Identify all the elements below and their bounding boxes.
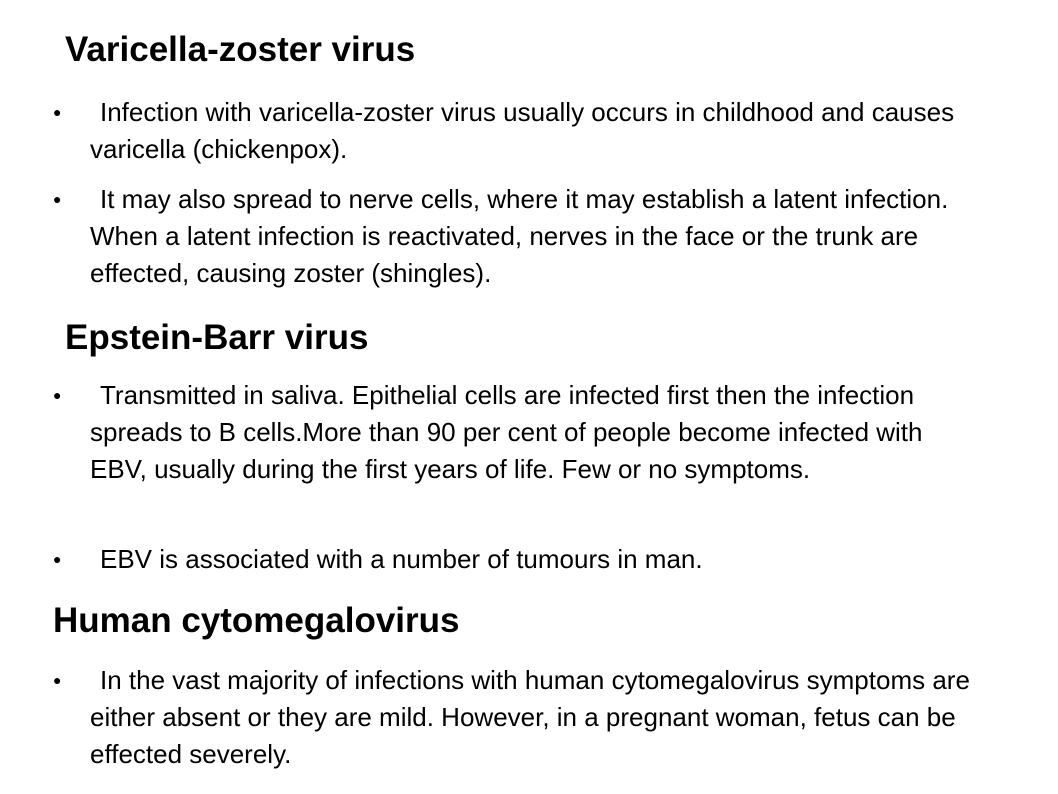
bullet-icon: ● [53, 551, 62, 567]
section-heading-varicella: Varicella-zoster virus [65, 30, 416, 69]
section-heading-epstein-barr: Epstein-Barr virus [65, 318, 369, 357]
list-item-ebv-2: ● EBV is associated with a number of tum… [53, 541, 983, 578]
list-item-ebv-1: ● Transmitted in saliva. Epithelial cell… [53, 377, 983, 488]
bullet-text: Transmitted in saliva. Epithelial cells … [90, 380, 923, 484]
bullet-text: It may also spread to nerve cells, where… [90, 184, 949, 288]
bullet-text: In the vast majority of infections with … [90, 665, 970, 769]
list-item-varicella-2: ● It may also spread to nerve cells, whe… [53, 181, 983, 292]
bullet-icon: ● [53, 387, 62, 403]
bullet-icon: ● [53, 191, 62, 207]
bullet-text: Infection with varicella-zoster virus us… [90, 97, 955, 164]
bullet-icon: ● [53, 104, 62, 120]
section-heading-cytomegalovirus: Human cytomegalovirus [53, 601, 460, 640]
list-item-varicella-1: ● Infection with varicella-zoster virus … [53, 94, 983, 168]
bullet-icon: ● [53, 672, 62, 688]
list-item-hcmv-1: ● In the vast majority of infections wit… [53, 662, 983, 773]
bullet-text: EBV is associated with a number of tumou… [100, 544, 703, 574]
